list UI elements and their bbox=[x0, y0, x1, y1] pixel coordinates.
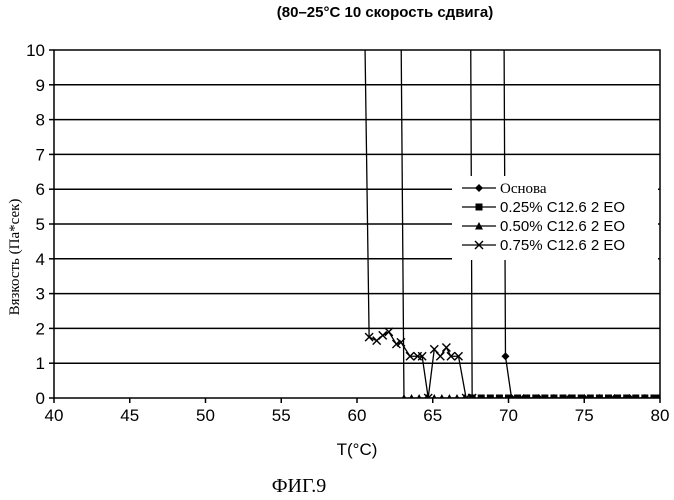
x-tick-label: 80 bbox=[651, 406, 670, 425]
data-point bbox=[514, 395, 521, 402]
data-point bbox=[496, 395, 503, 402]
y-tick-label: 10 bbox=[26, 41, 45, 60]
legend-label: 0.50% C12.6 2 EO bbox=[500, 218, 625, 235]
data-point bbox=[532, 395, 539, 402]
y-tick-label: 6 bbox=[36, 180, 45, 199]
y-tick-label: 7 bbox=[36, 145, 45, 164]
y-tick-label: 5 bbox=[36, 215, 45, 234]
y-tick-label: 4 bbox=[36, 250, 45, 269]
data-point bbox=[541, 395, 548, 402]
x-tick-label: 40 bbox=[45, 406, 64, 425]
legend: Основа 0.25% C12.6 2 EO 0.50% C12.6 2 EO 0.… bbox=[452, 176, 658, 260]
y-tick-label: 2 bbox=[36, 319, 45, 338]
y-tick-label: 0 bbox=[36, 389, 45, 408]
data-point bbox=[623, 395, 630, 402]
y-tick-label: 3 bbox=[36, 285, 45, 304]
x-tick-label: 65 bbox=[423, 406, 442, 425]
x-axis: 40 45 50 55 60 65 70 75 80 bbox=[45, 398, 670, 425]
data-point bbox=[436, 352, 444, 360]
y-axis-label: Вязкость (Па*сек) bbox=[7, 199, 23, 316]
legend-label: 0.25% C12.6 2 EO bbox=[500, 199, 625, 216]
data-point bbox=[550, 395, 557, 402]
y-tick-label: 8 bbox=[36, 111, 45, 130]
legend-marker bbox=[476, 204, 483, 211]
data-point bbox=[569, 395, 576, 402]
data-point bbox=[487, 395, 494, 402]
x-axis-label: T(°C) bbox=[337, 440, 378, 459]
data-point bbox=[478, 395, 485, 402]
data-point bbox=[560, 395, 567, 402]
y-tick-label: 1 bbox=[36, 354, 45, 373]
x-tick-label: 70 bbox=[499, 406, 518, 425]
y-tick-label: 9 bbox=[36, 76, 45, 95]
data-point bbox=[596, 395, 603, 402]
data-point bbox=[587, 395, 594, 402]
data-point bbox=[523, 395, 530, 402]
data-point bbox=[614, 395, 621, 402]
x-tick-label: 50 bbox=[196, 406, 215, 425]
data-point bbox=[641, 395, 648, 402]
data-point bbox=[632, 395, 639, 402]
data-point bbox=[442, 344, 450, 352]
x-tick-label: 55 bbox=[272, 406, 291, 425]
chart-title: (80–25°C 10 скорость сдвига) bbox=[277, 4, 493, 21]
legend-label: 0.75% C12.6 2 EO bbox=[500, 237, 625, 254]
data-point bbox=[605, 395, 612, 402]
data-point bbox=[501, 352, 509, 360]
x-tick-label: 45 bbox=[120, 406, 139, 425]
y-axis: 0 1 2 3 4 5 6 7 8 9 10 bbox=[26, 41, 54, 408]
figure-caption: ФИГ.9 bbox=[272, 475, 327, 497]
data-point bbox=[650, 395, 657, 402]
legend-label: Основа bbox=[500, 181, 547, 197]
x-tick-label: 60 bbox=[348, 406, 367, 425]
x-tick-label: 75 bbox=[575, 406, 594, 425]
